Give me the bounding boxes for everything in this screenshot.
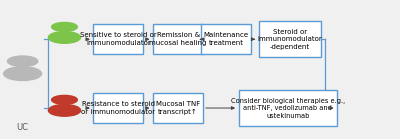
FancyBboxPatch shape — [239, 90, 336, 126]
Circle shape — [52, 95, 77, 104]
Text: UC: UC — [17, 123, 29, 132]
FancyBboxPatch shape — [153, 24, 203, 54]
FancyBboxPatch shape — [201, 24, 251, 54]
FancyBboxPatch shape — [259, 21, 320, 57]
Text: Maintenance
treatment: Maintenance treatment — [203, 33, 248, 46]
Circle shape — [52, 23, 77, 31]
FancyBboxPatch shape — [153, 93, 203, 123]
Circle shape — [8, 56, 38, 66]
Ellipse shape — [4, 67, 42, 80]
Text: Consider biological therapies e.g.,
anti-TNF, vedolizumab and
ustekinumab: Consider biological therapies e.g., anti… — [231, 98, 345, 119]
FancyBboxPatch shape — [93, 24, 143, 54]
Ellipse shape — [48, 32, 80, 43]
Text: Remission &
mucosal healing: Remission & mucosal healing — [149, 33, 207, 46]
Ellipse shape — [48, 105, 80, 116]
FancyBboxPatch shape — [93, 93, 143, 123]
Text: Resistance to steroid
or immunomodulator: Resistance to steroid or immunomodulator — [81, 101, 155, 115]
Text: Mucosal TNF
transcript↑: Mucosal TNF transcript↑ — [156, 101, 200, 115]
Text: Steroid or
immunomodulator
-dependent: Steroid or immunomodulator -dependent — [257, 29, 322, 50]
Text: Sensitive to steroid or
immunomodulator: Sensitive to steroid or immunomodulator — [80, 33, 157, 46]
